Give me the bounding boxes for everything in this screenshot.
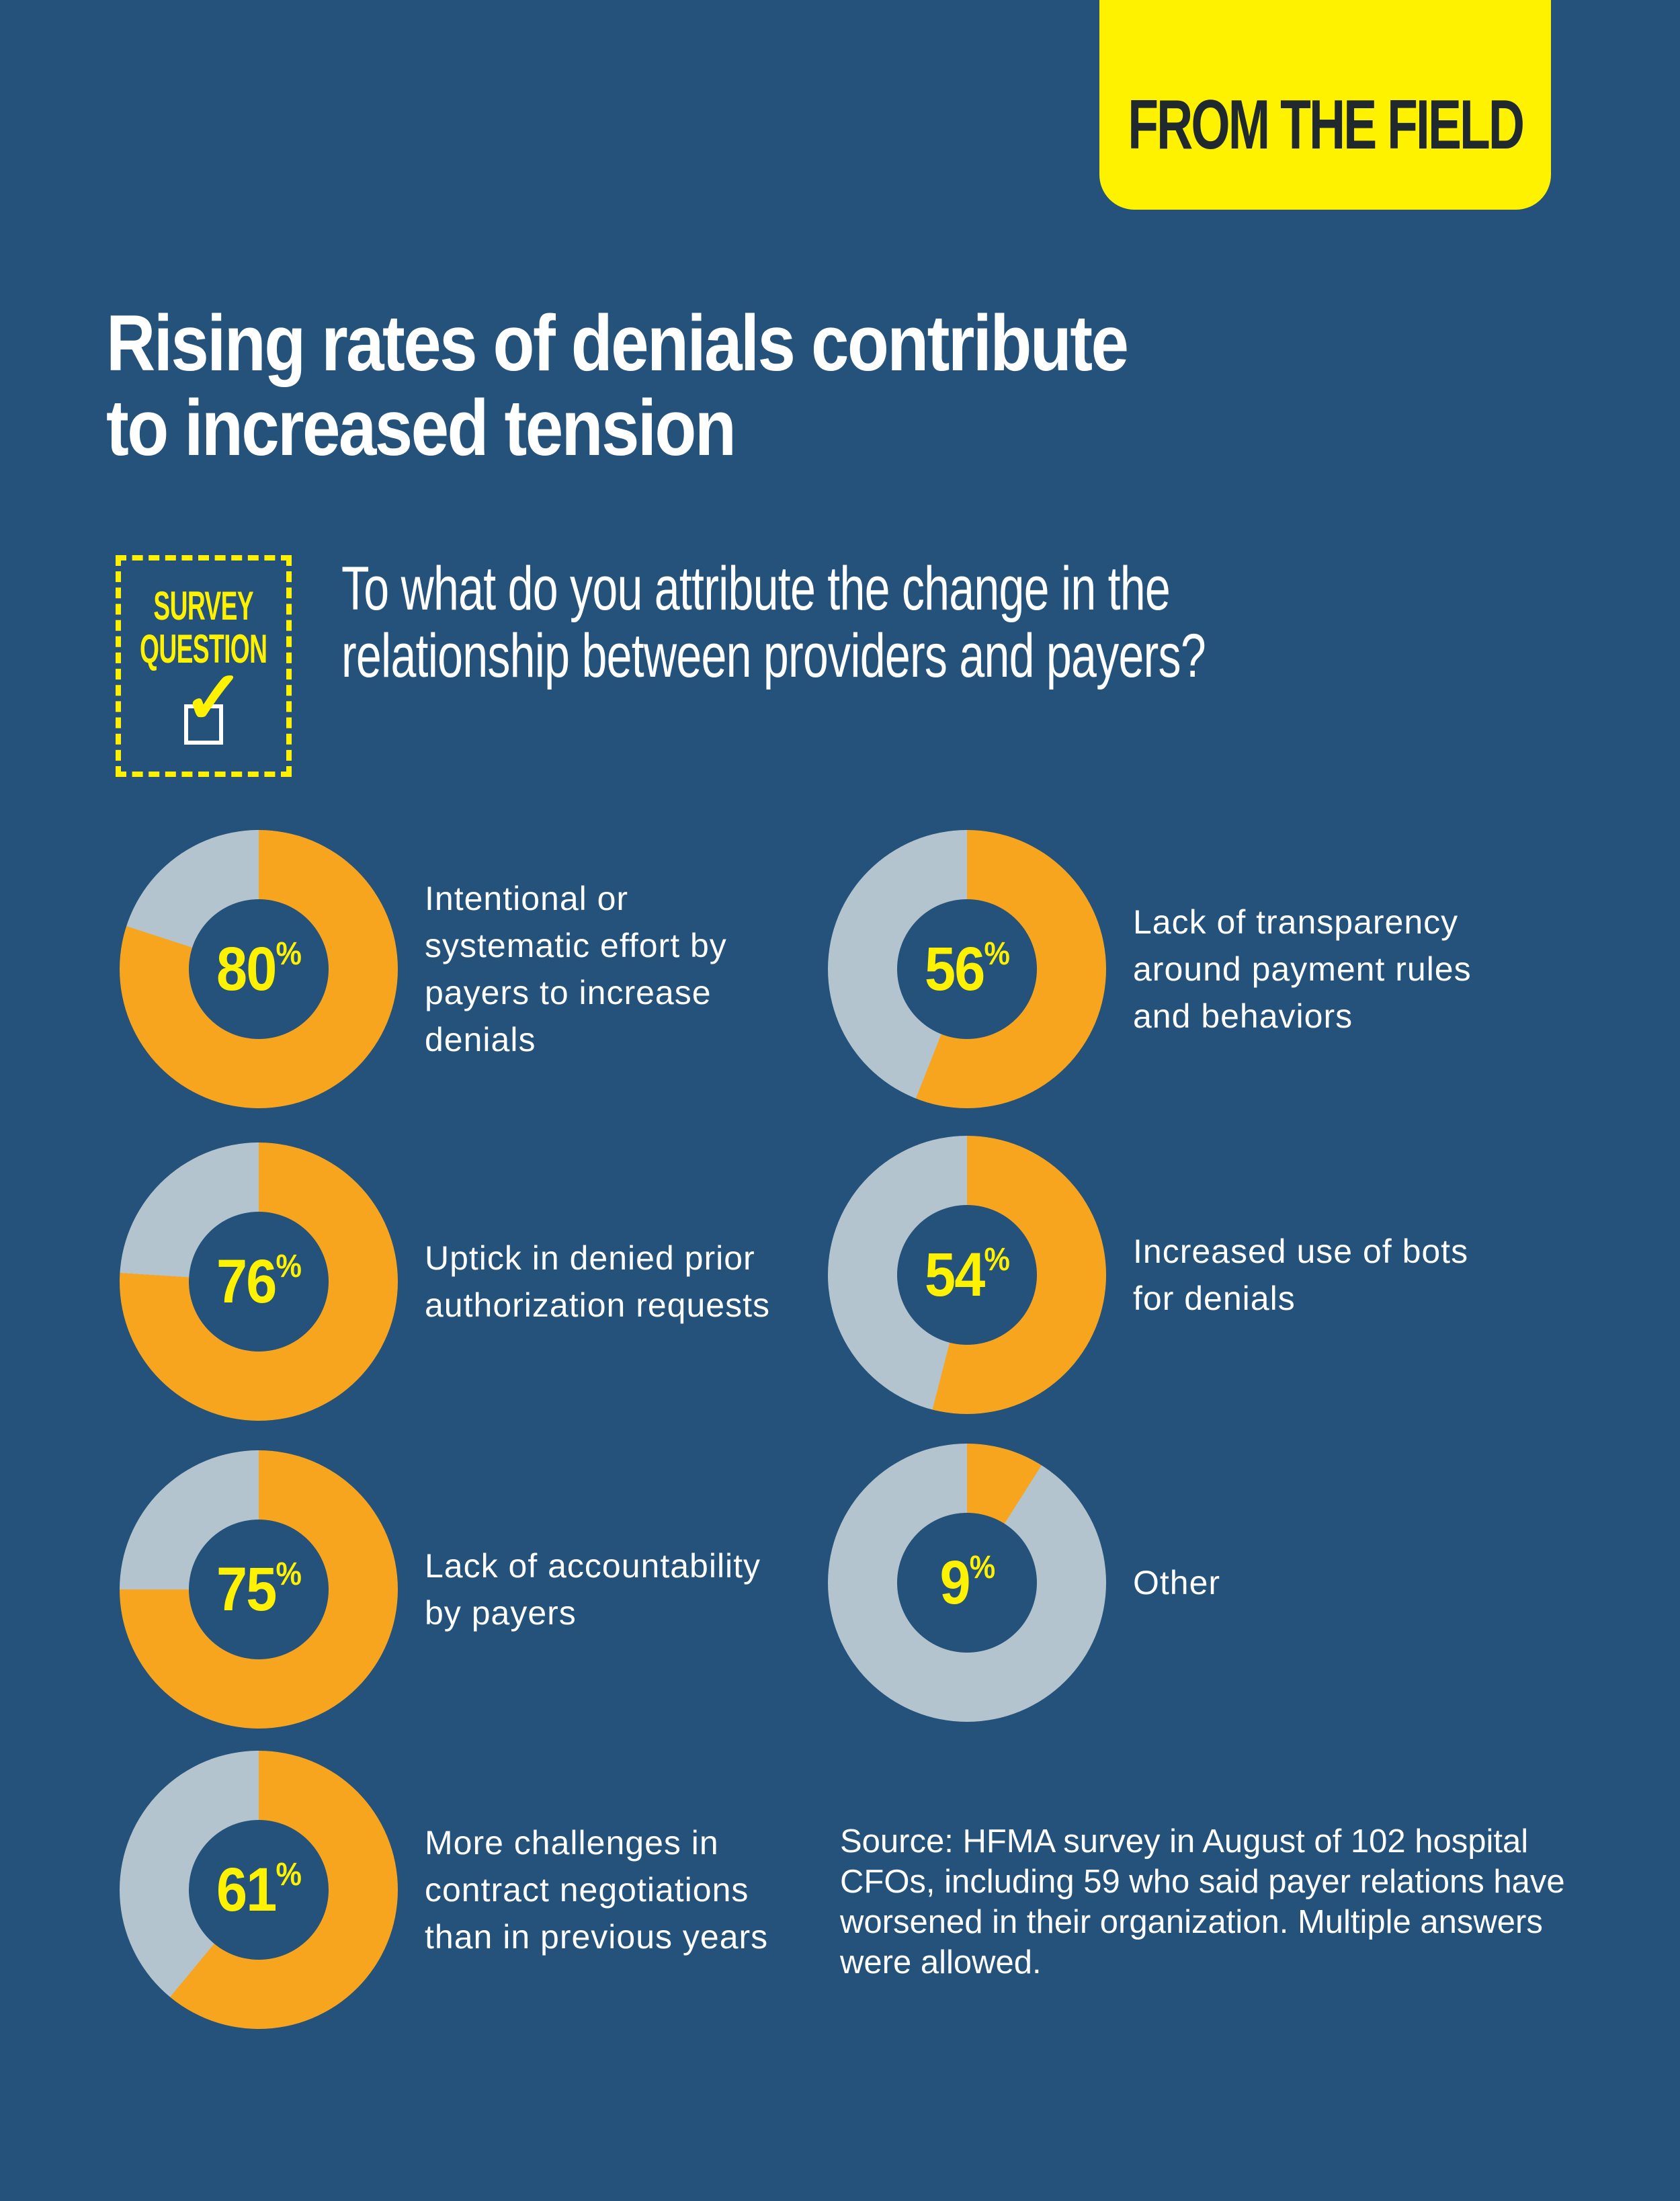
item-label: Increased use of bots for denials xyxy=(1133,1233,1469,1317)
item-label: Lack of transparency around payment rule… xyxy=(1133,903,1472,1035)
item-label: Other xyxy=(1133,1564,1221,1602)
item-label: Uptick in denied prior authorization req… xyxy=(425,1239,770,1324)
donut-item: 54% Increased use of bots for denials xyxy=(828,1136,1509,1414)
donut-item: 56% Lack of transparency around payment r… xyxy=(828,830,1509,1108)
page-title: Rising rates of denials contribute to in… xyxy=(106,299,1129,472)
donut-chart: 80% xyxy=(120,830,398,1108)
tab-label: FROM THE FIELD xyxy=(1128,86,1525,164)
survey-question-badge: SURVEY QUESTION ✓ xyxy=(116,555,292,777)
percent-value: 9% xyxy=(939,1548,996,1617)
donut-chart: 56% xyxy=(828,830,1106,1108)
badge-line-1: SURVEY xyxy=(153,583,254,628)
donut-item: 76% Uptick in denied prior authorization … xyxy=(120,1143,801,1421)
percent-value: 61% xyxy=(216,1855,302,1924)
donut-item: 80% Intentional or systematic effort by p… xyxy=(120,830,801,1108)
item-label: More challenges in contract negotiations… xyxy=(425,1824,769,1956)
donut-item: 75% Lack of accountability by payers xyxy=(120,1450,801,1729)
item-label: Intentional or systematic effort by paye… xyxy=(425,880,727,1058)
item-label: Lack of accountability by payers xyxy=(425,1547,761,1632)
checkbox-check-icon: ✓ xyxy=(183,661,245,745)
survey-question: To what do you attribute the change in t… xyxy=(341,554,1206,690)
donut-chart: 75% xyxy=(120,1450,398,1729)
percent-value: 75% xyxy=(216,1554,302,1624)
badge-line-2: QUESTION xyxy=(140,626,267,671)
donut-chart: 61% xyxy=(120,1751,398,2029)
donut-item: 9% Other xyxy=(828,1444,1509,1722)
donut-chart: 54% xyxy=(828,1136,1106,1414)
donut-item: 61% More challenges in contract negotiati… xyxy=(120,1751,801,2029)
percent-value: 56% xyxy=(925,934,1010,1003)
badge-text: SURVEY QUESTION xyxy=(140,585,267,671)
percent-value: 76% xyxy=(216,1247,302,1316)
donut-chart: 76% xyxy=(120,1143,398,1421)
from-the-field-tab: FROM THE FIELD xyxy=(1099,0,1551,210)
donut-chart: 9% xyxy=(828,1444,1106,1722)
source-note: Source: HFMA survey in August of 102 hos… xyxy=(840,1823,1565,1981)
percent-value: 54% xyxy=(925,1240,1010,1309)
percent-value: 80% xyxy=(216,934,302,1003)
